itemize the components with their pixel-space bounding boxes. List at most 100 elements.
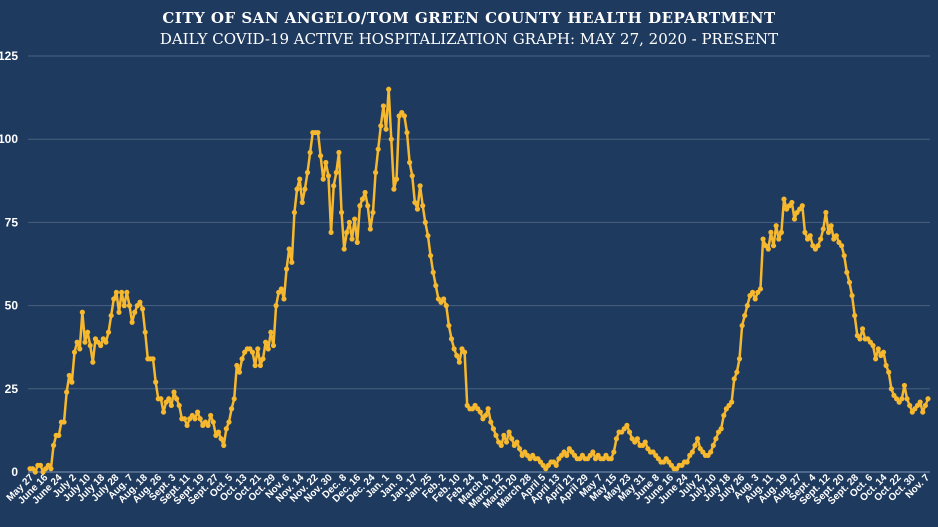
data-point bbox=[333, 169, 339, 176]
data-point bbox=[823, 209, 829, 216]
data-point bbox=[441, 296, 447, 302]
data-point bbox=[493, 432, 499, 438]
data-point bbox=[760, 236, 766, 242]
data-point bbox=[880, 349, 887, 355]
data-point bbox=[820, 226, 826, 232]
data-point bbox=[477, 409, 483, 415]
data-point bbox=[307, 149, 313, 156]
data-point bbox=[802, 229, 808, 235]
data-point bbox=[383, 126, 389, 132]
data-point bbox=[289, 259, 295, 265]
data-point bbox=[372, 169, 379, 176]
data-point bbox=[113, 289, 119, 295]
data-point bbox=[841, 253, 847, 259]
data-point bbox=[194, 409, 201, 415]
data-point bbox=[176, 402, 182, 409]
data-point bbox=[613, 436, 620, 442]
data-point bbox=[265, 346, 271, 352]
data-point bbox=[291, 209, 298, 216]
data-point bbox=[689, 449, 695, 455]
data-point bbox=[341, 246, 347, 252]
data-point bbox=[239, 356, 245, 362]
data-point bbox=[553, 462, 559, 468]
data-point bbox=[393, 176, 400, 182]
data-point bbox=[158, 396, 164, 402]
data-point bbox=[626, 429, 633, 435]
data-point bbox=[752, 296, 758, 302]
data-point bbox=[482, 412, 489, 419]
data-point bbox=[268, 329, 274, 335]
data-point bbox=[205, 422, 211, 429]
data-point bbox=[302, 186, 308, 192]
data-points bbox=[27, 86, 931, 475]
data-point bbox=[255, 346, 261, 352]
data-point bbox=[378, 123, 384, 129]
data-point bbox=[184, 422, 190, 429]
data-point bbox=[323, 159, 329, 166]
data-point bbox=[888, 386, 894, 392]
data-point bbox=[391, 186, 397, 192]
y-axis-ticks: 0 25 50 75 100 125 bbox=[0, 49, 18, 479]
data-point bbox=[713, 436, 719, 442]
data-point bbox=[922, 402, 928, 409]
data-point bbox=[608, 456, 614, 462]
data-point bbox=[234, 362, 240, 369]
data-point bbox=[286, 246, 292, 252]
data-point bbox=[920, 409, 926, 415]
data-point bbox=[139, 306, 146, 312]
data-point bbox=[409, 173, 415, 179]
data-point bbox=[695, 436, 701, 442]
data-point bbox=[304, 169, 311, 176]
data-point bbox=[223, 426, 229, 432]
data-point bbox=[367, 226, 373, 232]
data-point bbox=[150, 356, 156, 362]
data-point bbox=[249, 349, 256, 355]
data-point bbox=[454, 352, 460, 359]
data-point bbox=[407, 159, 413, 166]
data-point bbox=[168, 402, 174, 409]
data-point bbox=[77, 346, 83, 352]
data-point bbox=[388, 136, 394, 142]
data-point bbox=[137, 299, 143, 305]
data-point bbox=[731, 376, 737, 382]
data-point bbox=[215, 429, 222, 435]
data-point bbox=[281, 296, 287, 302]
data-point bbox=[370, 209, 376, 216]
data-point bbox=[252, 362, 258, 369]
data-point bbox=[270, 342, 277, 349]
data-point bbox=[729, 399, 735, 405]
chart-title: CITY OF SAN ANGELO/TOM GREEN COUNTY HEAL… bbox=[162, 9, 776, 27]
data-point bbox=[153, 379, 159, 385]
data-point bbox=[61, 419, 67, 425]
data-point bbox=[734, 369, 740, 375]
data-point bbox=[488, 419, 494, 425]
data-point bbox=[917, 399, 923, 405]
data-point bbox=[174, 396, 180, 402]
y-tick-label: 50 bbox=[5, 299, 19, 313]
data-point bbox=[425, 233, 431, 239]
data-point bbox=[710, 442, 716, 448]
data-point bbox=[684, 459, 690, 465]
data-point bbox=[257, 362, 263, 369]
data-point bbox=[839, 243, 845, 249]
data-point bbox=[404, 129, 410, 136]
data-point bbox=[925, 396, 931, 402]
data-point bbox=[590, 449, 596, 455]
data-point bbox=[778, 229, 784, 235]
y-tick-label: 75 bbox=[5, 215, 19, 229]
y-tick-label: 0 bbox=[11, 465, 18, 479]
data-point bbox=[299, 199, 305, 206]
data-point bbox=[770, 243, 777, 249]
data-point bbox=[208, 412, 214, 419]
gridlines bbox=[28, 55, 930, 473]
data-point bbox=[98, 342, 104, 349]
data-point bbox=[490, 426, 496, 432]
data-point bbox=[757, 286, 764, 292]
data-point bbox=[119, 289, 125, 295]
data-point bbox=[433, 283, 439, 289]
data-point bbox=[64, 389, 70, 395]
data-point bbox=[789, 199, 795, 206]
data-point bbox=[485, 406, 491, 412]
data-point bbox=[108, 312, 114, 319]
data-point bbox=[181, 416, 188, 422]
